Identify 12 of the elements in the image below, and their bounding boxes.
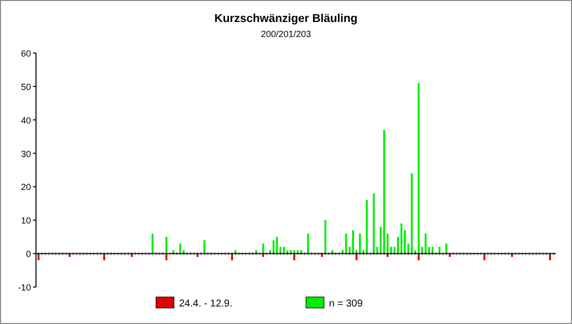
- chart-subtitle: 200/201/203: [260, 29, 312, 39]
- legend-label: n = 309: [329, 298, 364, 310]
- legend-label: 24.4. - 12.9.: [179, 298, 232, 310]
- y-tick-label: 10: [20, 216, 31, 226]
- y-tick-label: 60: [20, 48, 31, 58]
- y-tick-label: 30: [20, 148, 31, 159]
- y-tick-label: 20: [20, 182, 31, 192]
- y-tick-label: 50: [20, 82, 31, 92]
- chart-title: Kurzschwänziger Bläuling: [214, 13, 358, 25]
- y-tick-label: -10: [18, 282, 31, 292]
- y-tick-label: 40: [20, 115, 31, 126]
- y-tick-label: 0: [26, 249, 31, 260]
